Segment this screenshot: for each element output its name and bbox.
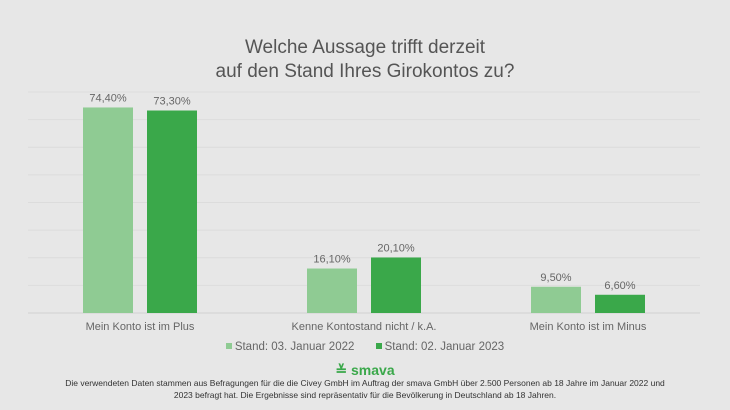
data-label: 20,10%	[377, 242, 415, 254]
chevron-logo-icon: ≚	[335, 362, 348, 378]
data-label: 9,50%	[540, 272, 571, 284]
title-line-1: Welche Aussage trifft derzeit	[244, 37, 486, 58]
category-label: Kenne Kontostand nicht / k.A.	[292, 321, 437, 333]
bar	[83, 107, 133, 313]
category-label: Mein Konto ist im Minus	[530, 321, 647, 333]
smava-logo: ≚ smava	[0, 362, 730, 379]
bar-chart: 74,40% 73,30% Mein Konto ist im Plus 16,10%…	[28, 91, 700, 333]
bar	[147, 110, 197, 313]
bar	[307, 268, 357, 313]
footnote: Die verwendeten Daten stammen aus Befrag…	[65, 378, 665, 400]
legend-label: Stand: 03. Januar 2022	[234, 341, 355, 353]
legend: Stand: 03. Januar 2022 Stand: 02. Januar…	[0, 341, 730, 353]
category-label: Mein Konto ist im Plus	[86, 321, 195, 333]
data-label: 6,60%	[604, 280, 635, 292]
legend-item-2022: Stand: 03. Januar 2022	[225, 341, 355, 353]
legend-swatch	[225, 343, 232, 349]
bar	[531, 286, 581, 313]
chart-title: Welche Aussage trifft derzeit auf den Sta…	[0, 36, 730, 84]
data-label: 73,30%	[153, 96, 191, 108]
data-label: 16,10%	[313, 254, 351, 266]
bar	[371, 257, 421, 313]
bar	[595, 294, 645, 313]
legend-swatch	[375, 343, 382, 349]
data-label: 74,40%	[89, 92, 127, 104]
legend-item-2023: Stand: 02. Januar 2023	[375, 341, 505, 353]
brand-name: smava	[351, 362, 395, 378]
legend-label: Stand: 02. Januar 2023	[384, 341, 505, 353]
title-line-2: auf den Stand Ihres Girokontos zu?	[215, 61, 515, 82]
